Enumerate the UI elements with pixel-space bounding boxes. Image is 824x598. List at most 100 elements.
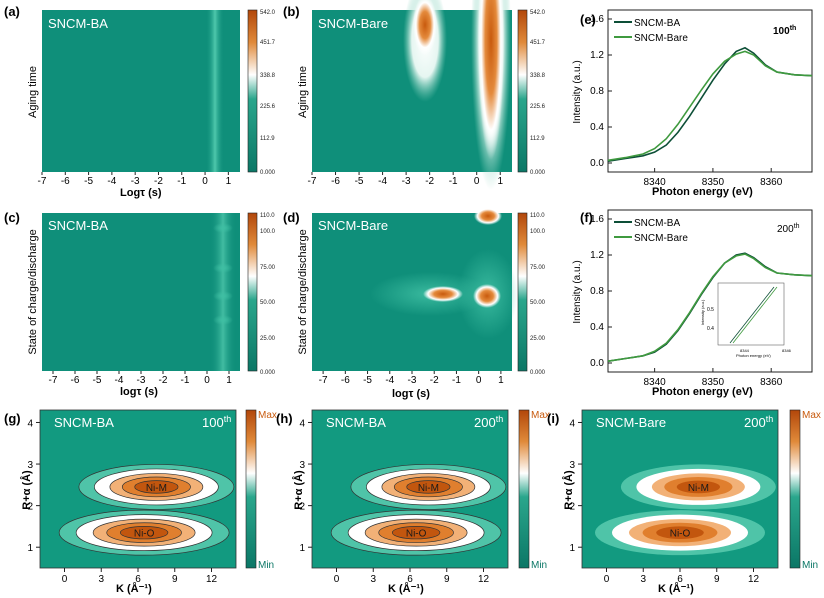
- inset-ylabel: Intensity (a.u.): [700, 299, 705, 325]
- cbar-tick: 100.0: [530, 229, 546, 235]
- x-tick-label: -4: [115, 375, 124, 386]
- x-tick-label: -3: [131, 176, 140, 187]
- legend: SNCM-BA SNCM-Bare: [614, 18, 688, 44]
- cycle-suffix: th: [766, 414, 774, 424]
- x-tick-label: -6: [61, 176, 70, 187]
- x-tick-label: -1: [449, 176, 458, 187]
- sample-name: SNCM-Bare: [318, 218, 388, 233]
- y-tick-label: 2: [27, 502, 33, 513]
- colorbar-min: Min: [802, 560, 818, 571]
- panel-label: (i): [547, 411, 559, 426]
- cycle-suffix: th: [224, 414, 232, 424]
- x-axis-label: K (Å⁻¹): [658, 582, 694, 595]
- colorbar-min: Min: [531, 560, 547, 571]
- panel-g: (g) R+α (Å) K (Å⁻¹) Ni-M Ni-O SNCM-BA 100th…: [4, 409, 277, 595]
- sample-name: SNCM-BA: [326, 415, 386, 430]
- y-tick-label: 4: [27, 418, 33, 429]
- x-tick-label: 3: [98, 574, 104, 585]
- colorbar-ticks: 110.0 100.0 75.00 50.00 25.00 0.000: [260, 213, 276, 376]
- y-axis-label: Intensity (a.u.): [572, 260, 583, 323]
- y-axis-label: R+α (Å): [292, 470, 305, 510]
- inset-xtick: 8344: [740, 348, 750, 353]
- x-tick-label: -7: [38, 176, 47, 187]
- y-tick-label: 1.6: [590, 214, 604, 225]
- x-tick-label: -2: [430, 375, 439, 386]
- heatmap-area: [42, 213, 240, 371]
- inset: 0.5 0.4 8344 8346 Photon energy (eV) Int…: [700, 282, 792, 358]
- colorbar: [247, 9, 258, 173]
- x-tick-label: -1: [177, 176, 186, 187]
- x-tick-label: -6: [331, 176, 340, 187]
- peak-label: Ni-O: [406, 529, 427, 540]
- cycle-number: 200: [744, 415, 766, 430]
- x-tick-label: 3: [640, 574, 646, 585]
- x-tick-label: -2: [425, 176, 434, 187]
- y-tick-label: 0.0: [590, 358, 604, 369]
- x-tick-label: -1: [452, 375, 461, 386]
- x-tick-label: -4: [385, 375, 394, 386]
- cbar-tick: 112.9: [530, 136, 545, 142]
- legend-label-ba: SNCM-BA: [634, 218, 680, 229]
- x-tick-label: 3: [370, 574, 376, 585]
- peak-label: Ni-O: [670, 529, 691, 540]
- x-tick-label: 12: [478, 574, 490, 585]
- cbar-tick: 50.00: [530, 300, 546, 306]
- cbar-tick: 451.7: [530, 40, 546, 46]
- y-tick-label: 1.2: [590, 250, 604, 261]
- y-axis-label: Intensity (a.u.): [572, 60, 583, 123]
- x-axis-label: Photon energy (eV): [652, 386, 753, 398]
- wt-contour: [656, 526, 704, 539]
- sample-name: SNCM-BA: [54, 415, 114, 430]
- line-plot: [607, 252, 813, 362]
- heatmap-peak: [213, 263, 233, 273]
- panel-label: (c): [4, 210, 20, 225]
- x-tick-label: 1: [226, 375, 232, 386]
- panel-h: (h) R+α (Å) K (Å⁻¹) Ni-M Ni-O SNCM-BA 200th…: [276, 409, 550, 595]
- x-tick-label: 0: [62, 574, 68, 585]
- cbar-tick: 225.6: [260, 104, 276, 110]
- peak-label: Ni-M: [146, 483, 167, 494]
- y-axis-label: R+α (Å): [562, 470, 575, 510]
- panel-label: (a): [4, 4, 20, 19]
- y-tick-label: 1: [27, 543, 33, 554]
- panel-label: (b): [283, 4, 300, 19]
- x-tick-label: 0: [476, 375, 482, 386]
- colorbar-max: Max: [258, 410, 277, 421]
- cbar-tick: 112.9: [260, 136, 275, 142]
- heatmap-peak: [213, 315, 233, 325]
- panel-label: (f): [580, 210, 593, 225]
- x-tick-label: 8340: [644, 377, 667, 388]
- heatmap-peak: [473, 284, 501, 308]
- heatmap-peak: [478, 0, 504, 160]
- x-tick-label: -7: [49, 375, 58, 386]
- colorbar: [245, 409, 257, 569]
- x-tick-label: -2: [159, 375, 168, 386]
- panel-f: (f) SNCM-BA SNCM-Bare 200th 0.5 0.4 8344…: [572, 209, 813, 398]
- panel-b: (b) SNCM-Bare 542.0 451.7 338.8 225.6 11…: [283, 0, 546, 190]
- colorbar: [789, 409, 801, 569]
- y-tick-label: 1.2: [590, 50, 604, 61]
- cbar-tick: 338.8: [530, 73, 546, 79]
- cycle-label: 200th: [777, 223, 800, 235]
- cbar-tick: 110.0: [530, 213, 545, 219]
- x-tick-label: -4: [378, 176, 387, 187]
- wt-contour: [406, 480, 451, 494]
- cycle-label: 100th: [202, 414, 231, 430]
- cbar-tick: 225.6: [530, 104, 546, 110]
- panel-label: (h): [276, 411, 293, 426]
- colorbar-ticks: 110.0 100.0 75.00 50.00 25.00 0.000: [530, 213, 546, 376]
- x-tick-label: 6: [407, 574, 413, 585]
- peak-label: Ni-O: [134, 529, 155, 540]
- colorbar-min: Min: [258, 560, 274, 571]
- legend-label-bare: SNCM-Bare: [634, 233, 688, 244]
- inset-xlabel: Photon energy (eV): [736, 353, 771, 358]
- y-tick-label: 0.0: [590, 158, 604, 169]
- x-ticks: 8340 8350 8360: [644, 168, 783, 188]
- x-tick-label: -5: [84, 176, 93, 187]
- series-line-ba: [607, 46, 813, 162]
- panel-label: (g): [4, 411, 21, 426]
- inset-line-ba: [729, 286, 775, 344]
- x-ticks: -7 -6 -5 -4 -3 -2 -1 0 1: [38, 172, 232, 187]
- y-tick-label: 0.8: [590, 86, 604, 97]
